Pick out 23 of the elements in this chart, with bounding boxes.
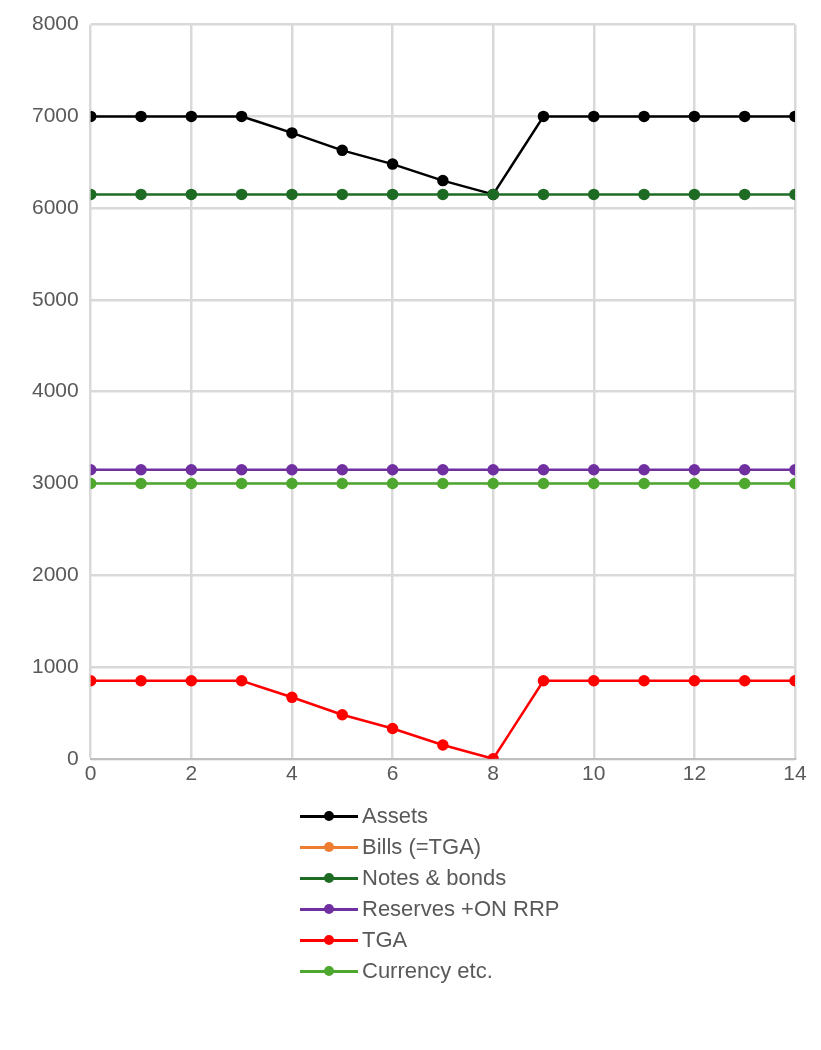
y-tick-label: 1000 [32, 653, 79, 677]
x-tick-label: 6 [386, 761, 399, 785]
y-tick-label: 7000 [32, 103, 79, 127]
x-tick-label: 14 [783, 761, 807, 785]
y-tick-label: 3000 [32, 470, 79, 494]
x-tick-label: 2 [185, 761, 198, 785]
legend-label: Bills (=TGA) [362, 833, 482, 860]
legend-label: Assets [362, 802, 429, 829]
x-tick-label: 10 [582, 761, 606, 785]
y-tick-label: 2000 [32, 562, 79, 586]
x-tick-label: 12 [682, 761, 707, 785]
y-tick-label: 8000 [32, 11, 79, 35]
y-tick-label: 0 [67, 745, 79, 769]
legend-label: Notes & bonds [362, 864, 507, 891]
legend-label: Reserves +ON RRP [362, 895, 560, 922]
y-tick-label: 6000 [32, 194, 79, 218]
y-tick-label: 5000 [32, 286, 79, 310]
y-tick-label: 4000 [32, 378, 79, 402]
x-tick-label: 8 [487, 761, 500, 785]
x-tick-label: 0 [84, 761, 97, 785]
x-tick-label: 4 [286, 761, 299, 785]
legend-label: TGA [362, 926, 408, 953]
legend-label: Currency etc. [362, 957, 493, 984]
